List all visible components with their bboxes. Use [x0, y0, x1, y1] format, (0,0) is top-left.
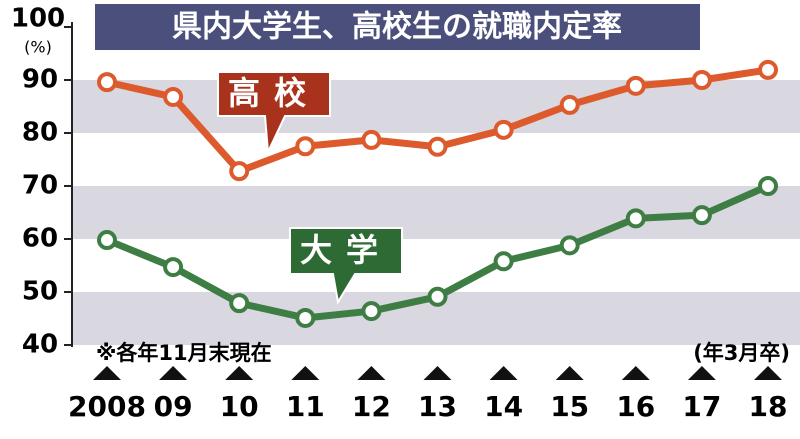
chart-title: 県内大学生、高校生の就職内定率 — [172, 10, 622, 45]
data-point — [361, 129, 382, 150]
data-point — [97, 72, 117, 93]
data-point — [163, 86, 184, 107]
data-point — [163, 257, 184, 278]
data-point — [295, 136, 316, 157]
y-tick-label: 100 — [11, 4, 65, 34]
data-point — [97, 230, 117, 251]
grid-band — [72, 186, 800, 239]
data-point — [625, 208, 646, 229]
plot — [97, 59, 778, 328]
data-point — [493, 251, 514, 272]
data-point — [427, 286, 448, 307]
tick-mark — [225, 366, 254, 380]
x-tick-label: 16 — [616, 390, 655, 423]
y-tick-label: 80 — [22, 118, 58, 148]
data-point — [427, 136, 448, 157]
y-tick-label: 60 — [22, 224, 58, 254]
data-point — [295, 307, 316, 328]
tick-mark — [159, 366, 188, 380]
y-tick-label: 90 — [22, 65, 58, 95]
tick-mark — [291, 366, 320, 380]
data-point — [758, 59, 778, 80]
x-note: (年3月卒) — [693, 341, 790, 365]
data-point — [229, 161, 250, 182]
x-tick-label: 15 — [550, 390, 589, 423]
title-box — [95, 4, 700, 50]
data-point — [625, 75, 646, 96]
x-tick-label: 14 — [484, 390, 523, 423]
x-tick-label: 10 — [220, 390, 259, 423]
tick-mark — [687, 366, 716, 380]
data-point — [559, 235, 580, 256]
tick-mark — [357, 366, 386, 380]
y-tick-label: 50 — [22, 277, 58, 307]
y-unit: (%) — [24, 38, 52, 57]
series-label-box — [289, 227, 403, 305]
tick-mark — [423, 366, 452, 380]
x-tick-label: 13 — [418, 390, 457, 423]
data-point — [758, 176, 778, 196]
series-label: 高校 — [228, 74, 320, 112]
y-tick-label: 70 — [22, 171, 58, 201]
series-label-box — [217, 71, 331, 156]
y-tick-label: 40 — [22, 330, 58, 360]
x-tick-label: 11 — [286, 390, 325, 423]
tick-mark — [489, 366, 518, 380]
data-point — [559, 94, 580, 115]
x-tick-label: 18 — [749, 390, 788, 423]
data-point — [493, 119, 514, 140]
data-point — [691, 205, 712, 226]
tick-mark — [621, 366, 650, 380]
tick-mark — [754, 366, 782, 380]
data-point — [229, 293, 250, 314]
series-label: 大学 — [300, 231, 392, 269]
x-axis: 2008 09 10 11 12 13 14 15 16 17 18 — [68, 366, 787, 423]
data-point — [361, 301, 382, 322]
x-tick-label: 17 — [682, 390, 721, 423]
x-tick-label: 09 — [154, 390, 193, 423]
tick-mark — [93, 366, 121, 380]
x-tick-label: 2008 — [68, 390, 146, 423]
tick-mark — [555, 366, 584, 380]
x-tick-label: 12 — [352, 390, 391, 423]
note: ※各年11月末現在 — [96, 341, 272, 365]
data-point — [691, 70, 712, 90]
